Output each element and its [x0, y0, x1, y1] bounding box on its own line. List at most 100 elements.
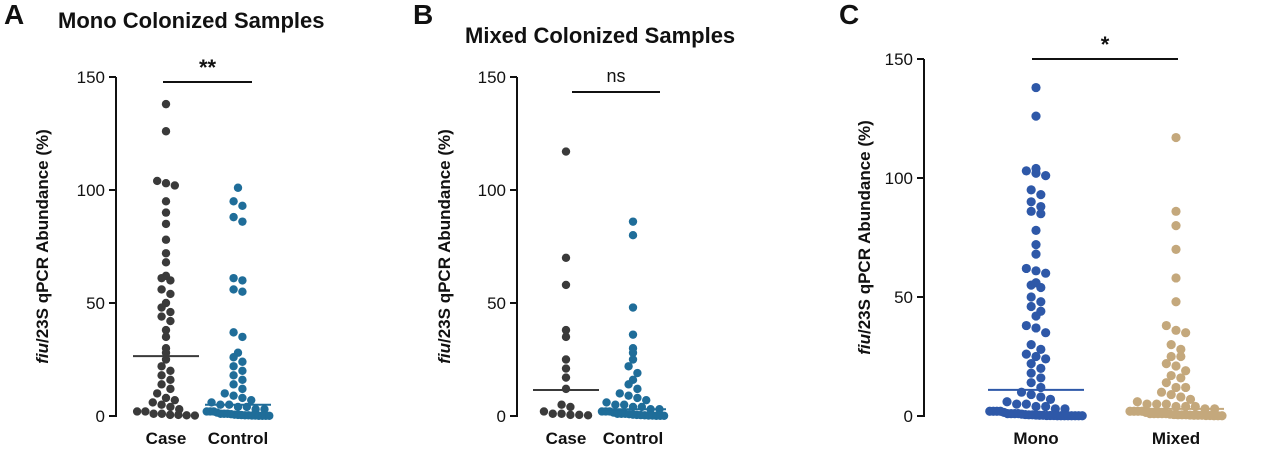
data-point	[1161, 359, 1171, 369]
data-point	[166, 316, 175, 326]
data-point	[1031, 168, 1041, 178]
data-point	[161, 355, 171, 364]
data-point	[1171, 206, 1181, 216]
data-point	[165, 410, 175, 420]
data-point	[1156, 387, 1167, 397]
data-point	[1036, 344, 1046, 354]
x-tick-label: Mixed	[1152, 429, 1200, 448]
data-point	[1026, 389, 1036, 400]
data-point	[229, 391, 238, 400]
data-point	[229, 285, 238, 294]
data-point	[161, 127, 171, 136]
data-point	[1166, 351, 1176, 362]
y-tick-label: 50	[894, 288, 913, 307]
data-point	[1036, 363, 1046, 373]
data-point	[157, 380, 166, 389]
data-point	[561, 280, 571, 290]
data-point	[1045, 394, 1056, 404]
data-point	[166, 384, 175, 394]
data-point	[1026, 368, 1036, 378]
data-point	[561, 355, 571, 364]
data-point	[182, 411, 191, 420]
y-axis-label: fiu/23S qPCR Abundance (%)	[33, 129, 52, 364]
data-point	[238, 287, 247, 296]
data-point	[561, 364, 571, 373]
data-point	[1041, 328, 1051, 338]
data-point	[161, 393, 171, 403]
data-point	[628, 303, 638, 312]
data-point	[229, 362, 238, 371]
data-point	[1031, 111, 1041, 121]
data-point	[1171, 132, 1181, 143]
data-point	[157, 371, 166, 380]
y-tick-label: 0	[904, 407, 913, 426]
data-point	[1036, 373, 1046, 383]
y-tick-label: 150	[77, 68, 105, 87]
data-point	[166, 289, 175, 299]
data-point	[1026, 292, 1036, 302]
data-point	[238, 217, 247, 226]
data-point	[229, 197, 238, 206]
data-point	[1036, 282, 1046, 293]
data-point	[1077, 411, 1087, 421]
data-point	[624, 362, 633, 371]
y-tick-label: 50	[86, 294, 105, 313]
data-point	[1181, 382, 1191, 393]
data-point	[233, 183, 243, 192]
data-point	[1171, 244, 1181, 254]
data-point	[174, 410, 183, 420]
panel-title: Mono Colonized Samples	[58, 8, 324, 33]
significance-label: ns	[606, 66, 625, 86]
x-tick-label: Control	[603, 429, 663, 448]
data-point	[161, 219, 171, 229]
data-point	[170, 395, 180, 405]
data-point	[1041, 401, 1051, 412]
data-point	[1176, 344, 1186, 354]
data-point	[157, 285, 166, 294]
data-point	[157, 400, 166, 409]
data-point	[615, 389, 624, 398]
data-point	[229, 353, 238, 362]
data-point	[157, 409, 167, 418]
data-point	[557, 409, 566, 418]
data-point	[161, 325, 171, 335]
data-point	[624, 380, 633, 389]
data-point	[238, 201, 247, 211]
data-point	[628, 355, 638, 364]
x-tick-label: Control	[208, 429, 268, 448]
x-tick-label: Mono	[1013, 429, 1058, 448]
data-point	[1166, 370, 1176, 381]
y-axis-label-rest: /23S qPCR Abundance (%)	[855, 120, 874, 334]
data-point	[1185, 394, 1196, 404]
data-point	[1171, 325, 1181, 335]
data-point	[1171, 221, 1181, 231]
data-point	[1026, 280, 1036, 290]
data-point	[238, 357, 247, 366]
data-point	[1142, 399, 1152, 409]
y-axis-label: fiu/23S qPCR Abundance (%)	[435, 129, 454, 364]
data-point	[166, 366, 175, 375]
data-point	[602, 398, 611, 407]
data-point	[238, 375, 247, 385]
data-point	[1036, 297, 1046, 307]
y-tick-label: 150	[885, 50, 913, 69]
data-point	[1002, 397, 1012, 407]
data-point	[1026, 185, 1036, 195]
data-point	[575, 410, 584, 420]
data-point	[1021, 263, 1031, 274]
data-point	[229, 371, 238, 380]
panel-a: A Mono Colonized Samples 0 50 100 150 fiu/23S …	[4, 0, 324, 448]
data-point	[166, 375, 175, 385]
data-point	[229, 273, 238, 283]
y-tick-label: 100	[885, 169, 913, 188]
data-point	[1031, 401, 1041, 412]
panel-label: C	[839, 0, 859, 30]
y-tick-label: 100	[77, 181, 105, 200]
y-axis-label-italic: fiu	[33, 342, 52, 363]
data-point	[561, 332, 571, 342]
data-point	[1031, 240, 1041, 250]
data-point	[238, 276, 247, 285]
data-point	[539, 407, 549, 416]
data-point	[628, 330, 638, 339]
data-point	[548, 409, 557, 418]
